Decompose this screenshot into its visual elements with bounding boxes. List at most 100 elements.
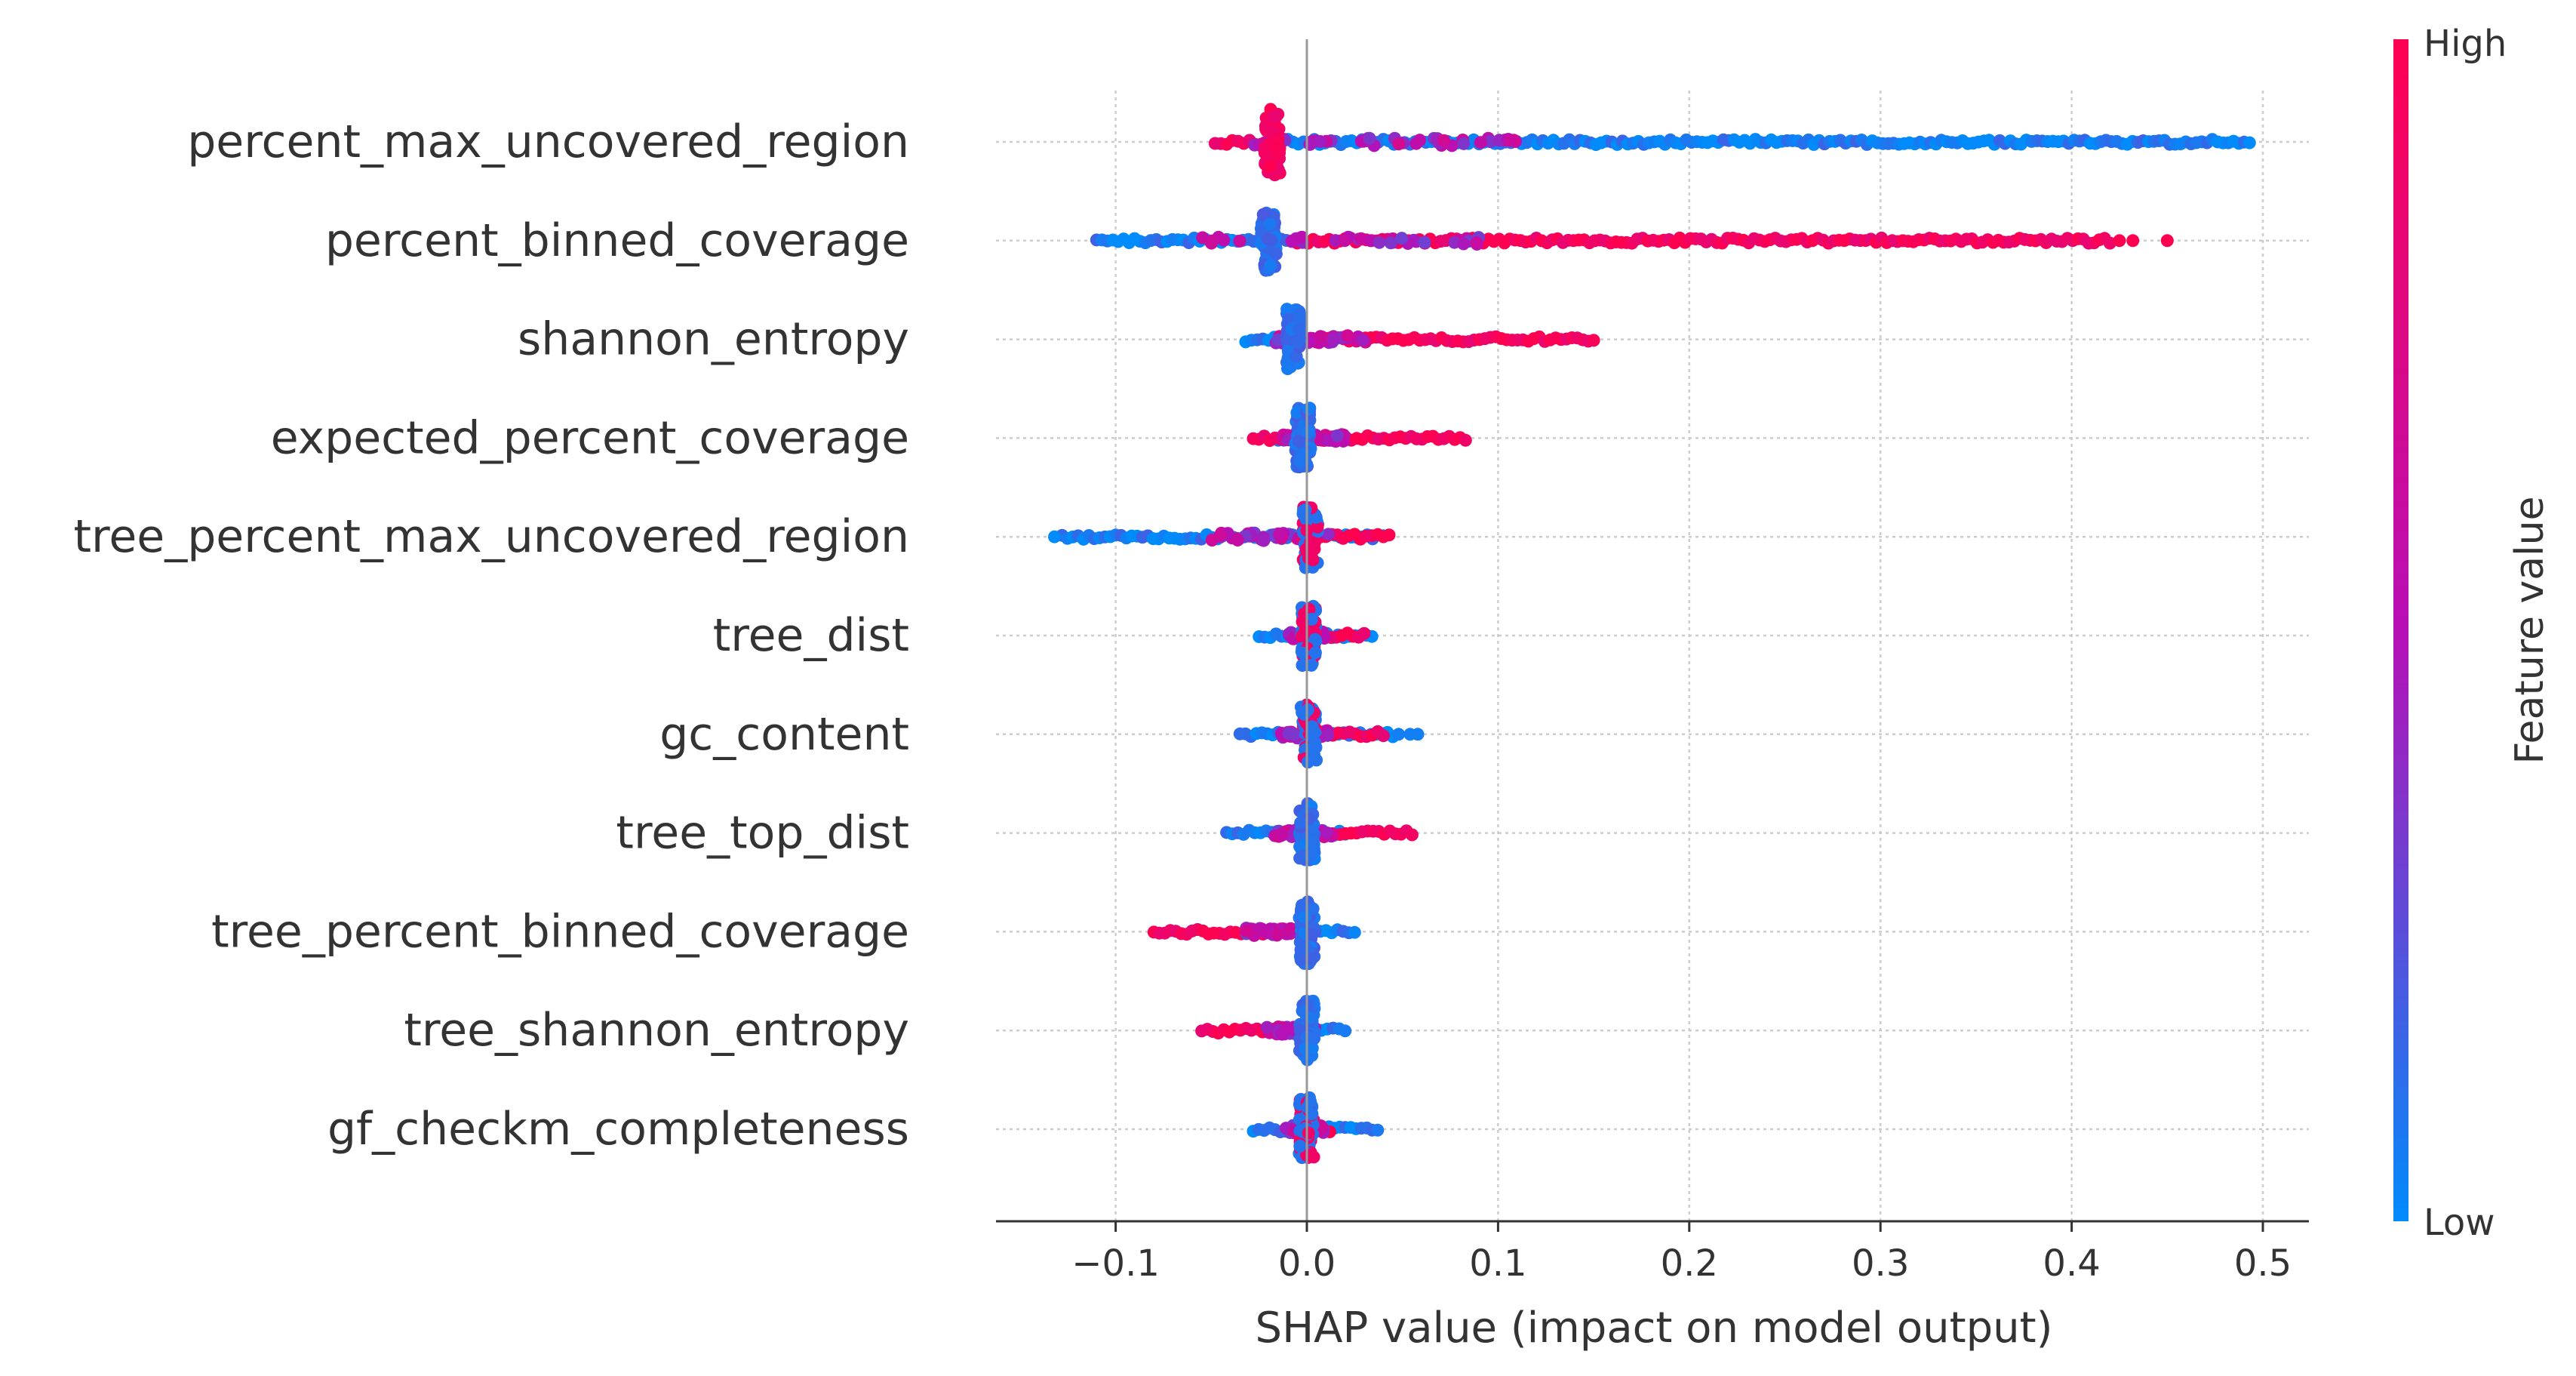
feature-points (1247, 1091, 1385, 1165)
shap-point (1302, 1126, 1315, 1140)
shap-point (1504, 134, 1517, 147)
feature-row: tree_percent_max_uncovered_region (73, 500, 2309, 574)
shap-point (1264, 259, 1277, 272)
feature-row: shannon_entropy (518, 303, 2309, 375)
feature-label: percent_binned_coverage (325, 214, 909, 267)
shap-point (1296, 659, 1309, 672)
shap-point (1299, 1042, 1312, 1055)
shap-point (1286, 234, 1299, 248)
shap-point (1291, 336, 1304, 349)
shap-point (1384, 236, 1397, 250)
shap-point (1457, 237, 1471, 251)
feature-points (1208, 103, 2256, 182)
shap-point (1392, 728, 1406, 741)
shap-point (1459, 433, 1472, 447)
shap-point (1302, 424, 1315, 438)
x-tick-label: 0.5 (2234, 1242, 2292, 1285)
shap-point (1329, 234, 1342, 248)
shap-point (1048, 530, 1061, 543)
shap-point (1339, 1024, 1352, 1038)
shap-point (1269, 143, 1283, 156)
feature-label: percent_max_uncovered_region (187, 115, 909, 168)
feature-row: gf_checkm_completeness (327, 1091, 2309, 1165)
shap-point (1311, 520, 1324, 534)
feature-points (1239, 303, 1600, 375)
shap-point (1263, 217, 1277, 231)
feature-label: tree_shannon_entropy (404, 1004, 909, 1057)
shap-point (1297, 447, 1311, 460)
shap-point (1303, 849, 1317, 863)
shap-point (1275, 828, 1289, 842)
shap-point (1373, 235, 1386, 249)
x-axis: SHAP value (impact on model output) −0.1… (996, 1220, 2309, 1353)
shap-point (1305, 928, 1319, 941)
shap-point (1260, 1020, 1274, 1034)
feature-row: tree_percent_binned_coverage (211, 895, 2309, 971)
x-tick-label: 0.1 (1469, 1242, 1526, 1285)
shap-point (1298, 910, 1311, 924)
shap-point (1273, 528, 1286, 541)
grid-lines (1114, 91, 2264, 1221)
feature-row: tree_dist (713, 599, 2309, 672)
shap-point (1261, 232, 1274, 246)
shap-point (1283, 923, 1296, 937)
colorbar-high-label: High (2424, 23, 2507, 65)
x-axis-title: SHAP value (impact on model output) (1256, 1304, 2053, 1353)
shap-point (1299, 503, 1312, 516)
feature-row: tree_top_dist (616, 797, 2309, 867)
feature-row: tree_shannon_entropy (404, 994, 2309, 1067)
shap-point (1306, 750, 1320, 764)
feature-points (1233, 698, 1425, 769)
shap-point (1411, 728, 1425, 741)
x-tick-label: −0.1 (1071, 1242, 1160, 1285)
feature-points (1195, 994, 1352, 1067)
shap-point (1363, 131, 1376, 145)
colorbar: High Low Feature value (2393, 23, 2553, 1244)
feature-points (1090, 206, 2174, 277)
shap-point (1303, 137, 1317, 151)
shap-point (1356, 334, 1369, 346)
shap-point (1392, 137, 1406, 151)
shap-point (1263, 159, 1277, 173)
shap-point (1305, 658, 1318, 672)
shap-point (1306, 553, 1320, 567)
shap-point (1231, 534, 1244, 546)
feature-label: tree_percent_max_uncovered_region (73, 510, 909, 563)
shap-point (1256, 208, 1270, 221)
shap-point (1205, 236, 1218, 250)
shap-point (1258, 146, 1271, 160)
shap-point (1470, 236, 1483, 250)
colorbar-low-label: Low (2424, 1202, 2495, 1244)
shap-point (1376, 729, 1390, 743)
shap-point (1341, 329, 1354, 343)
feature-label: expected_percent_coverage (271, 411, 909, 464)
shap-point (2126, 234, 2140, 248)
shap-point (1294, 953, 1308, 967)
shap-point (1296, 898, 1309, 912)
shap-point (1474, 136, 1487, 149)
shap-point (1338, 234, 1351, 248)
shap-point (1314, 330, 1327, 343)
feature-points (1220, 797, 1419, 867)
shap-point (1320, 827, 1333, 839)
feature-row: percent_binned_coverage (325, 206, 2309, 277)
shap-point (1295, 230, 1308, 244)
feature-label: gc_content (659, 708, 909, 761)
shap-point (1239, 924, 1253, 937)
shap-point (1357, 626, 1371, 640)
shap-point (1296, 615, 1309, 629)
shap-point (1298, 707, 1311, 721)
x-tick-label: 0.2 (1661, 1242, 1718, 1285)
feature-label: tree_top_dist (616, 807, 909, 860)
shap-point (1306, 902, 1320, 916)
shap-point (1354, 232, 1368, 245)
shap-point (1308, 646, 1322, 660)
x-tick-label: 0.3 (1852, 1242, 1909, 1285)
x-tick-label: 0.4 (2043, 1242, 2100, 1285)
shap-point (2242, 136, 2256, 149)
shap-point (1330, 429, 1344, 442)
feature-row: expected_percent_coverage (271, 402, 2309, 474)
shap-point (1437, 134, 1450, 147)
shap-point (1296, 1004, 1309, 1017)
shap-point (1371, 1123, 1385, 1137)
